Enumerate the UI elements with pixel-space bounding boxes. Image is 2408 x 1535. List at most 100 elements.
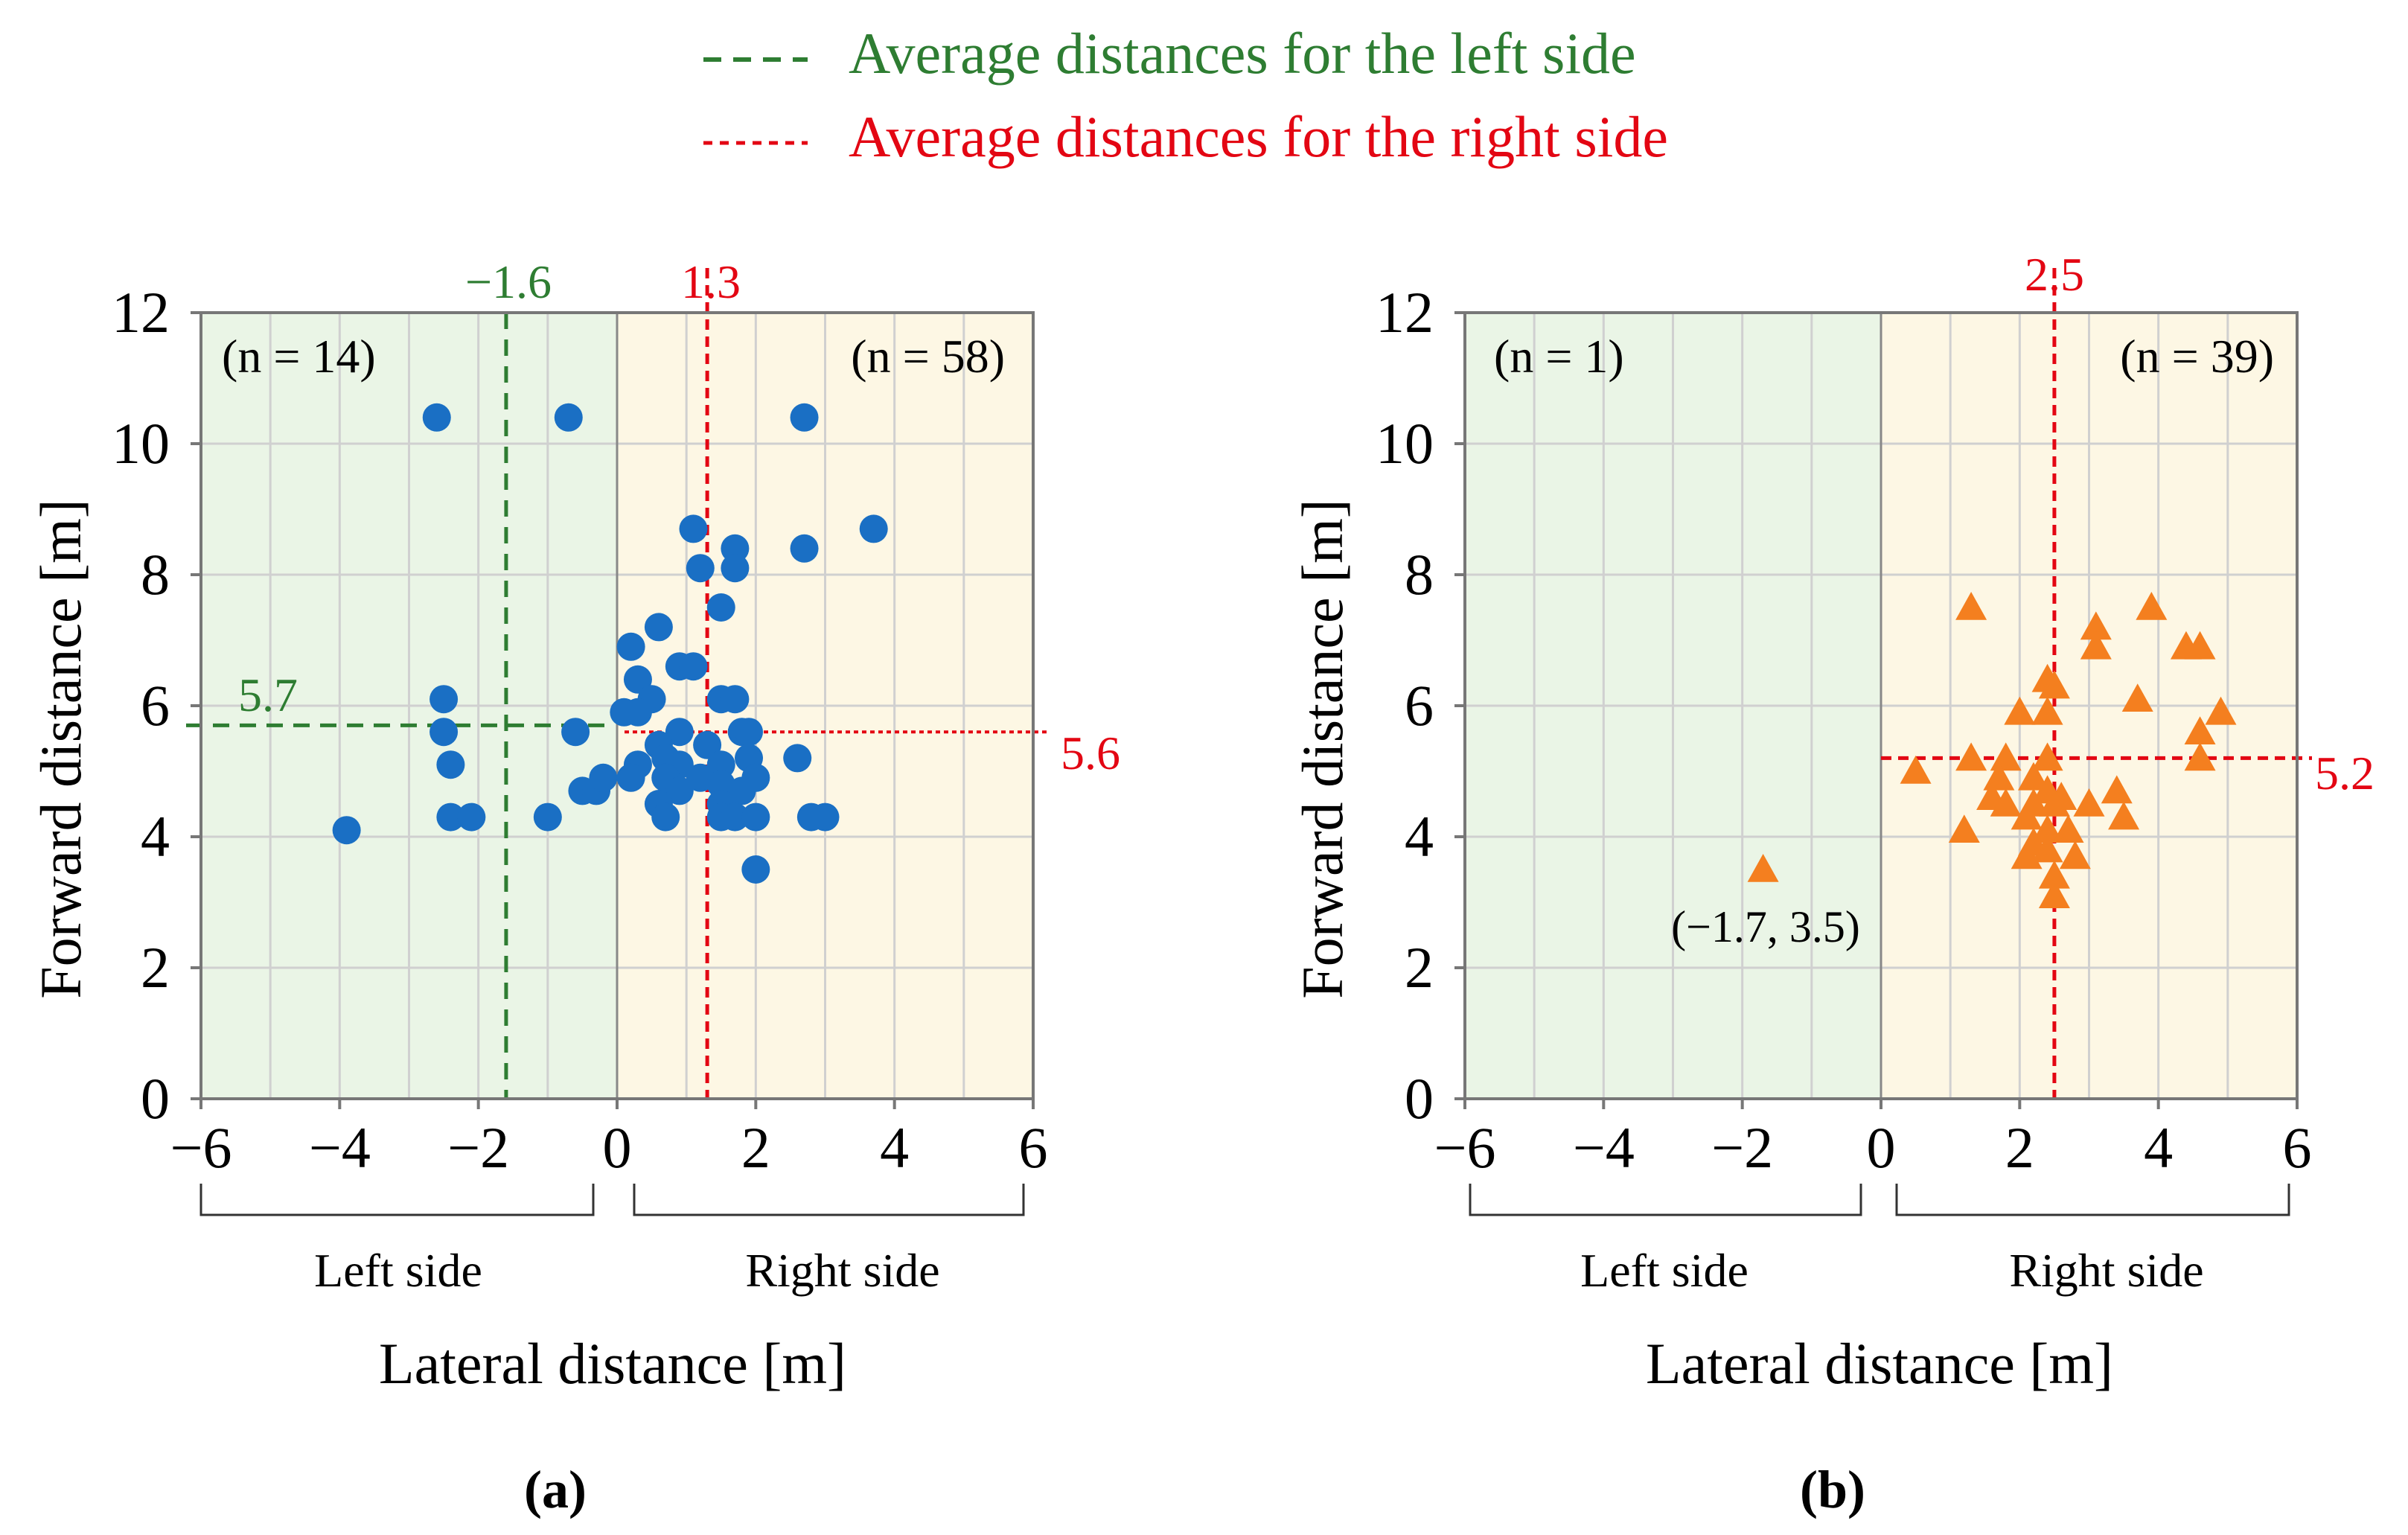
panel-b-point	[2184, 742, 2216, 771]
panel-a-right-side-bracket	[633, 1184, 1025, 1216]
panel-b-point	[2038, 880, 2070, 908]
panel-a-point	[706, 750, 735, 779]
panel-a-ytick-label: 12	[112, 280, 170, 345]
panel-b-point-annotation: (−1.7, 3.5)	[1671, 902, 1860, 951]
panel-b-point	[2073, 788, 2105, 817]
panel-b-point	[2031, 696, 2063, 725]
panel-a-ytick-label: 8	[141, 542, 170, 607]
panel-a-avg-left-y-label: 5.7	[238, 668, 298, 721]
panel-a-point	[616, 632, 645, 661]
panel-a-xtick-label: 0	[603, 1115, 632, 1180]
panel-a-point	[811, 802, 840, 832]
panel-b-label: (b)	[1800, 1460, 1865, 1519]
panel-b-ylabel: Forward distance [m]	[1290, 499, 1355, 998]
panel-b-point	[2059, 840, 2091, 869]
panel-a-point	[727, 776, 756, 805]
panel-b-point	[2108, 801, 2140, 830]
panel-b-right-side-bracket	[1895, 1184, 2290, 1216]
panel-b-ytick-label: 10	[1376, 411, 1434, 476]
panel-a-point	[741, 855, 770, 884]
panel-b-point	[2121, 683, 2153, 712]
panel-b-avg-right-x-label: 2.5	[2025, 248, 2084, 301]
legend-left-label: Average distances for the left side	[849, 21, 1636, 86]
panel-b-point	[1990, 742, 2022, 771]
panel-a-point	[623, 698, 652, 727]
panel-a-point	[422, 403, 451, 432]
panel-a-point	[623, 665, 652, 694]
panel-b-point	[2011, 801, 2043, 830]
panel-b-xtick-label: −2	[1711, 1115, 1773, 1180]
panel-a-avg-left-x-label: −1.6	[465, 255, 552, 308]
panel-b-ytick-label: 4	[1405, 804, 1434, 869]
panel-b-point	[1948, 814, 1980, 843]
panel-b-point	[1747, 854, 1779, 882]
panel-a-point	[859, 514, 888, 543]
panel-b-xtick-label: 6	[2283, 1115, 2312, 1180]
panel-a-point	[721, 685, 750, 714]
panel-b-right-count: (n = 39)	[2120, 330, 2274, 383]
panel-b-ytick-label: 0	[1405, 1066, 1434, 1131]
legend-right-label: Average distances for the right side	[849, 104, 1668, 169]
panel-b-xtick-label: 4	[2144, 1115, 2173, 1180]
panel-b-point	[1983, 762, 2015, 791]
panel-a-point	[665, 718, 694, 747]
panel-a-xtick-label: 2	[741, 1115, 770, 1180]
panel-a-point	[679, 652, 708, 681]
legend: Average distances for the left side Aver…	[703, 21, 1668, 169]
panel-b-point	[2038, 788, 2070, 817]
panel-a-point	[429, 718, 459, 747]
panel-a-point	[735, 718, 764, 747]
panel-a-xtick-label: 6	[1019, 1115, 1048, 1180]
panel-a-point	[665, 776, 694, 805]
panel-b-point	[2136, 592, 2168, 620]
panel-a-left-side-bracket	[199, 1184, 595, 1216]
panel-a-xtick-label: −2	[447, 1115, 509, 1180]
panel-a-point	[686, 554, 715, 583]
panel-a-xlabel: Lateral distance [m]	[379, 1331, 846, 1396]
panel-a-point	[561, 718, 590, 747]
panel-a-point	[706, 593, 735, 622]
panel-b-point	[2031, 742, 2063, 771]
panel-b-left-count: (n = 1)	[1494, 330, 1624, 383]
panel-a-point	[790, 403, 819, 432]
panel-a-point	[589, 763, 618, 792]
panel-b-point	[2011, 840, 2043, 869]
panel-a-point	[741, 802, 770, 832]
panel-a-point	[721, 534, 750, 563]
panel-a-point	[554, 403, 583, 432]
panel-a-point	[457, 802, 486, 832]
panel-b-point	[2038, 670, 2070, 699]
panel-a-point	[693, 730, 722, 759]
panel-a-point	[533, 802, 562, 832]
panel-b-point	[2184, 631, 2216, 660]
panel-b-ytick-label: 6	[1405, 673, 1434, 738]
panel-b-point	[1990, 788, 2022, 817]
panel-a-ytick-label: 10	[112, 411, 170, 476]
panel-a-left-count: (n = 14)	[222, 330, 376, 383]
panel-b-point	[1955, 592, 1987, 620]
panel-a-point	[644, 613, 673, 642]
panel-a-point	[783, 744, 812, 773]
panel-b-point	[2205, 696, 2237, 725]
panel-b-point	[2017, 762, 2049, 791]
panel-b-right-side-label: Right side	[2009, 1244, 2203, 1297]
panel-b-ytick-label: 12	[1376, 280, 1434, 345]
panel-a-ytick-label: 4	[141, 804, 170, 869]
panel-a-left-side-label: Left side	[314, 1244, 482, 1297]
panel-a-xtick-label: −4	[309, 1115, 371, 1180]
panel-a-label: (a)	[524, 1460, 587, 1519]
panel-b-ytick-label: 2	[1405, 935, 1434, 1000]
panel-a-ytick-label: 2	[141, 935, 170, 1000]
panel-a-point	[332, 816, 361, 845]
panel-a-avg-right-y-label: 5.6	[1061, 727, 1120, 779]
panel-b-xtick-label: 0	[1867, 1115, 1896, 1180]
panel-a-ytick-label: 0	[141, 1066, 170, 1131]
panel-a-point	[436, 802, 465, 832]
panel-b-point	[2101, 775, 2133, 804]
panel-b-left-side-label: Left side	[1580, 1244, 1748, 1297]
panel-a-point	[436, 750, 465, 779]
panel-a-point	[616, 763, 645, 792]
panel-b-point	[2080, 631, 2112, 660]
panel-b-ytick-label: 8	[1405, 542, 1434, 607]
